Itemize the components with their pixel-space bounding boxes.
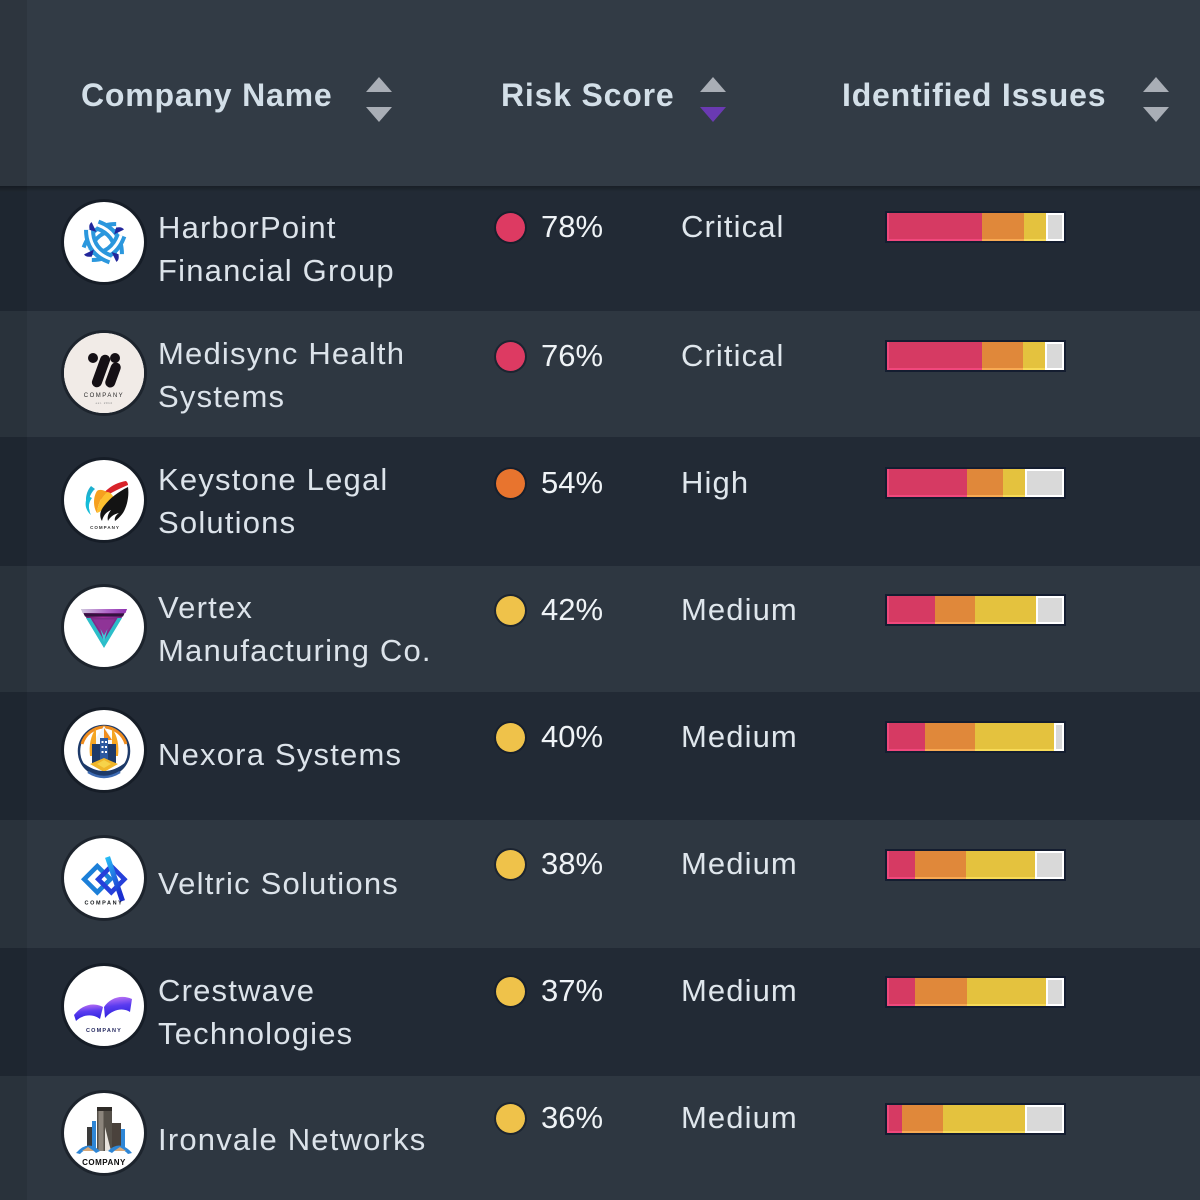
svg-text:COMPANY: COMPANY [86, 1028, 122, 1034]
svg-text:COMPANY: COMPANY [82, 1158, 126, 1167]
svg-text:COMPANY: COMPANY [85, 901, 124, 907]
svg-text:COMPANY: COMPANY [84, 393, 124, 399]
svg-text:est. 2014: est. 2014 [96, 401, 113, 405]
svg-text:COMPANY: COMPANY [90, 525, 120, 530]
